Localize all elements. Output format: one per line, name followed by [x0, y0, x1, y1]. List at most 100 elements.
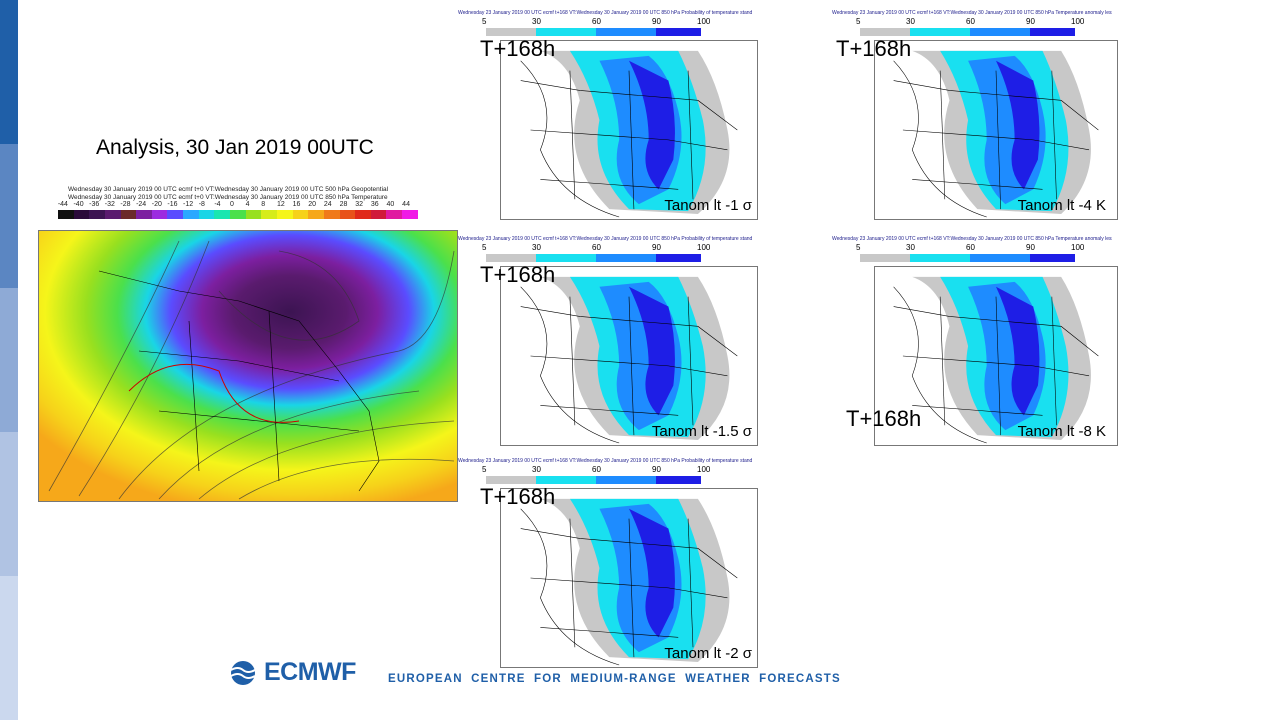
- threshold-label: Tanom lt -4 K: [1017, 197, 1106, 214]
- prob-scale-tick: 5: [856, 17, 861, 26]
- prob-scale-tick: 5: [856, 243, 861, 252]
- colorbar-swatch: [136, 210, 152, 219]
- colorbar-swatch: [276, 210, 293, 219]
- colorbar-tick-label: -16: [167, 201, 178, 208]
- colorbar-swatch: [151, 210, 168, 219]
- colorbar-swatch: [230, 210, 246, 219]
- prob-scale-tick: 30: [532, 465, 541, 474]
- prob-scale-tick: 100: [1071, 243, 1085, 252]
- forecast-step-label: T+168h: [836, 36, 912, 61]
- prob-scale-tick: 100: [697, 243, 711, 252]
- prob-scale-tick: 90: [652, 465, 661, 474]
- prob-scale-swatch: [486, 28, 536, 36]
- prob-scale-tick: 30: [532, 17, 541, 26]
- colorbar-swatch: [58, 210, 74, 219]
- prob-scale-tick: 60: [966, 243, 975, 252]
- colorbar-tick-label: -24: [136, 201, 147, 208]
- prob-map: [500, 266, 758, 446]
- prob-scale-swatch: [536, 28, 596, 36]
- colorbar-tick-label: -28: [120, 201, 131, 208]
- ecmwf-logo: ECMWF: [226, 658, 356, 687]
- colorbar-tick-label: -32: [104, 201, 115, 208]
- colorbar-tick-label: 8: [261, 201, 266, 208]
- colorbar-tick-label: 12: [276, 201, 285, 208]
- prob-map: [500, 40, 758, 220]
- prob-scale-tick: 5: [482, 465, 487, 474]
- colorbar-tick-label: -40: [73, 201, 84, 208]
- prob-scale-swatch: [536, 254, 596, 262]
- analysis-title: Analysis, 30 Jan 2019 00UTC: [96, 136, 374, 159]
- prob-panel-header: Wednesday 23 January 2019 00 UTC ecmf t+…: [832, 10, 1112, 16]
- forecast-step-label: T+168h: [480, 262, 556, 287]
- analysis-header-850hpa: Wednesday 30 January 2019 00 UTC ecmf t+…: [68, 194, 388, 201]
- prob-map: [874, 266, 1118, 446]
- sidebar-color-strip: [0, 0, 18, 720]
- prob-scale-tick: 90: [652, 243, 661, 252]
- prob-scale-tick: 90: [1026, 243, 1035, 252]
- colorbar-swatch: [73, 210, 90, 219]
- prob-scale-tick: 90: [652, 17, 661, 26]
- prob-scale-swatch: [970, 28, 1030, 36]
- prob-scale-swatch: [860, 254, 910, 262]
- prob-panel: Wednesday 23 January 2019 00 UTC ecmf t+…: [830, 234, 1120, 446]
- colorbar-tick-label: 28: [339, 201, 348, 208]
- prob-panel-header: Wednesday 23 January 2019 00 UTC ecmf t+…: [832, 236, 1112, 242]
- prob-map: [500, 488, 758, 668]
- colorbar-tick-label: -8: [198, 201, 205, 208]
- logo-text: ECMWF: [264, 658, 356, 686]
- analysis-colorbar: [58, 210, 418, 219]
- prob-scale-tick: 100: [697, 17, 711, 26]
- colorbar-swatch: [214, 210, 231, 219]
- colorbar-tick-label: -12: [183, 201, 194, 208]
- prob-scale-bar: [860, 28, 1075, 36]
- colorbar-swatch: [370, 210, 387, 219]
- colorbar-swatch: [402, 210, 418, 219]
- threshold-label: Tanom lt -2 σ: [664, 645, 752, 662]
- colorbar-tick-label: 40: [386, 201, 395, 208]
- colorbar-swatch: [323, 210, 340, 219]
- colorbar-tick-label: 20: [308, 201, 317, 208]
- colorbar-tick-label: 4: [245, 201, 250, 208]
- prob-scale-tick: 30: [906, 17, 915, 26]
- prob-scale-bar: [486, 476, 701, 484]
- forecast-step-label: T+168h: [480, 36, 556, 61]
- prob-scale-tick: 100: [1071, 17, 1085, 26]
- prob-scale-tick: 60: [592, 465, 601, 474]
- colorbar-tick-label: -44: [57, 201, 68, 208]
- colorbar-tick-label: 0: [230, 201, 234, 208]
- analysis-header-500hpa: Wednesday 30 January 2019 00 UTC ecmf t+…: [68, 186, 389, 193]
- colorbar-tick-label: -4: [214, 201, 221, 208]
- colorbar-swatch: [167, 210, 184, 219]
- prob-scale-swatch: [596, 254, 656, 262]
- colorbar-swatch: [355, 210, 371, 219]
- colorbar-swatch: [104, 210, 121, 219]
- colorbar-tick-label: 24: [323, 201, 332, 208]
- prob-scale-swatch: [910, 254, 970, 262]
- prob-scale-tick: 100: [697, 465, 711, 474]
- prob-scale-swatch: [486, 476, 536, 484]
- threshold-label: Tanom lt -1.5 σ: [651, 423, 752, 440]
- prob-scale-swatch: [910, 28, 970, 36]
- threshold-label: Tanom lt -8 K: [1017, 423, 1106, 440]
- colorbar-swatch: [261, 210, 277, 219]
- analysis-map: [38, 230, 458, 502]
- prob-scale-swatch: [656, 476, 701, 484]
- colorbar-tick-label: 32: [355, 201, 363, 208]
- colorbar-swatch: [292, 210, 309, 219]
- prob-panel: Wednesday 23 January 2019 00 UTC ecmf t+…: [456, 456, 760, 668]
- forecast-step-label: T+168h: [846, 406, 922, 431]
- prob-scale-bar: [860, 254, 1075, 262]
- prob-scale-tick: 30: [532, 243, 541, 252]
- prob-scale-tick: 5: [482, 17, 487, 26]
- colorbar-swatch: [245, 210, 262, 219]
- prob-panel: Wednesday 23 January 2019 00 UTC ecmf t+…: [456, 234, 760, 446]
- prob-scale-tick: 90: [1026, 17, 1035, 26]
- forecast-step-label: T+168h: [480, 484, 556, 509]
- prob-scale-bar: [486, 254, 701, 262]
- prob-scale-swatch: [1030, 28, 1075, 36]
- prob-panel-header: Wednesday 23 January 2019 00 UTC ecmf t+…: [458, 10, 752, 16]
- prob-scale-swatch: [656, 254, 701, 262]
- colorbar-tick-label: 44: [402, 201, 410, 208]
- prob-panel-header: Wednesday 23 January 2019 00 UTC ecmf t+…: [458, 458, 752, 464]
- prob-scale-bar: [486, 28, 701, 36]
